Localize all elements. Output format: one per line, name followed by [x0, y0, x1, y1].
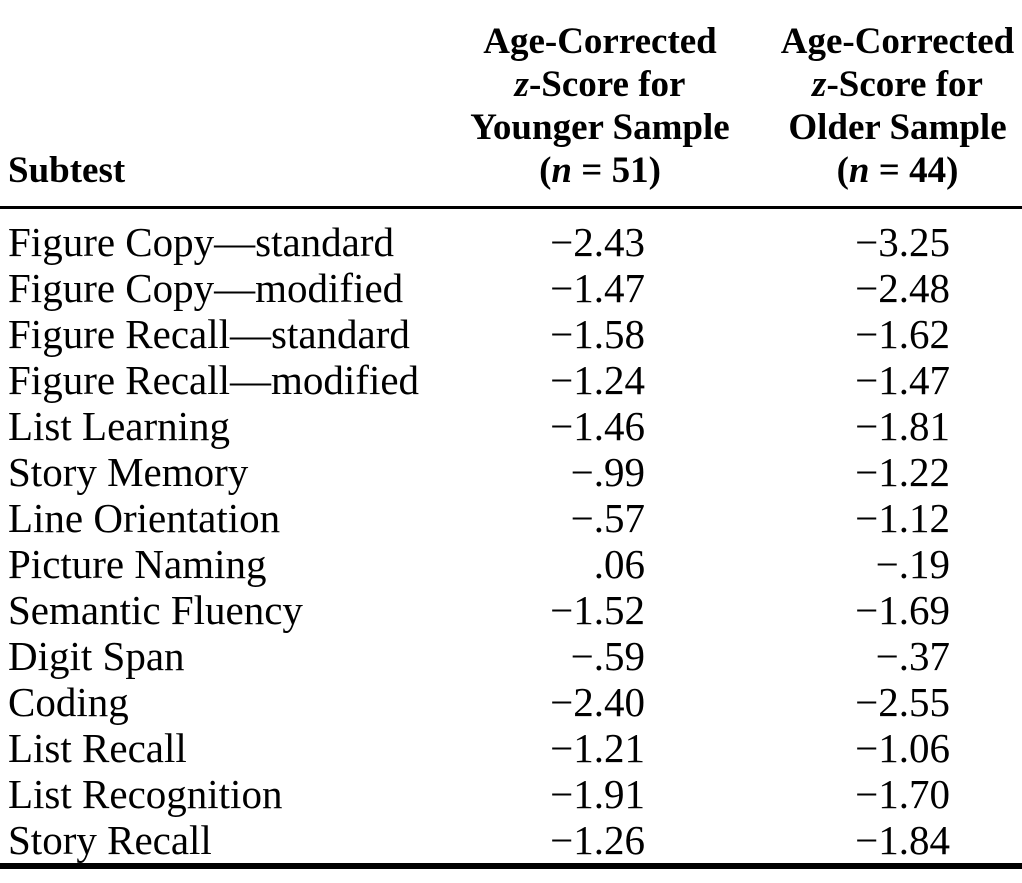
header-line: z-Score for — [455, 63, 745, 106]
header-text-segment: Older Sample — [788, 107, 1007, 148]
header-text-segment: Age-Corrected — [780, 21, 1015, 62]
subtest-cell: Story Recall — [8, 817, 212, 863]
younger-zscore-cell: −1.58 — [550, 311, 645, 357]
header-younger-sample: Age-Corrected z-Score for Younger Sample (n… — [455, 0, 745, 209]
younger-zscore-cell: −.57 — [570, 495, 645, 541]
header-italic-segment: z — [514, 64, 529, 105]
older-zscore-cell: −2.48 — [855, 265, 950, 311]
header-line: Age-Corrected — [455, 20, 745, 63]
subtest-cell: Story Memory — [8, 449, 249, 495]
header-italic-segment: n — [848, 150, 870, 191]
table-row: List Recognition −1.91 −1.70 — [0, 771, 1022, 817]
header-italic-segment: z — [812, 64, 827, 105]
subtest-cell: Digit Span — [8, 633, 185, 679]
header-line: z-Score for — [773, 63, 1022, 106]
header-row: Subtest Age-Corrected z-Score for Younger … — [0, 0, 1022, 209]
older-zscore-cell: −1.06 — [855, 725, 950, 771]
older-zscore-cell: −1.47 — [855, 357, 950, 403]
header-line: Older Sample — [773, 106, 1022, 149]
younger-zscore-cell: −1.52 — [550, 587, 645, 633]
table-row: List Learning −1.46 −1.81 — [0, 403, 1022, 449]
table-row: Line Orientation −.57 −1.12 — [0, 495, 1022, 541]
older-zscore-cell: −2.55 — [855, 679, 950, 725]
younger-zscore-cell: −1.91 — [550, 771, 645, 817]
header-text-segment: ( — [539, 150, 552, 191]
table-row: Digit Span −.59 −.37 — [0, 633, 1022, 679]
younger-zscore-cell: −.99 — [570, 449, 645, 495]
older-zscore-cell: −1.62 — [855, 311, 950, 357]
younger-zscore-cell: −1.46 — [550, 403, 645, 449]
subtest-cell: Line Orientation — [8, 495, 281, 541]
subtest-cell: Figure Recall—modified — [8, 357, 420, 403]
table-row: Picture Naming .06 −.19 — [0, 541, 1022, 587]
younger-zscore-cell: −2.43 — [550, 219, 645, 265]
header-text-segment: = 51) — [572, 150, 661, 191]
header-text-segment: Younger Sample — [470, 107, 730, 148]
header-italic-segment: n — [551, 150, 572, 191]
older-zscore-cell: −1.22 — [855, 449, 950, 495]
younger-zscore-cell: .06 — [593, 541, 645, 587]
subtest-cell: List Recognition — [8, 771, 283, 817]
table-row: Coding −2.40 −2.55 — [0, 679, 1022, 725]
header-older-sample: Age-Corrected z-Score for Older Sample (n =… — [745, 0, 1022, 209]
header-line: Age-Corrected — [773, 20, 1022, 63]
table-body: Figure Copy—standard −2.43 −3.25 Figure … — [0, 208, 1022, 867]
header-subtest: Subtest — [0, 0, 455, 209]
header-text-segment: = 44) — [869, 150, 959, 191]
subtest-cell: Figure Copy—standard — [8, 219, 395, 265]
header-subtest-label: Subtest — [8, 150, 126, 191]
younger-zscore-cell: −1.24 — [550, 357, 645, 403]
table-row: Story Recall −1.26 −1.84 — [0, 817, 1022, 866]
older-zscore-cell: −.37 — [875, 633, 950, 679]
subtest-cell: Figure Copy—modified — [8, 265, 404, 311]
header-line: (n = 51) — [455, 149, 745, 192]
older-zscore-cell: −1.12 — [855, 495, 950, 541]
table-row: Figure Copy—modified −1.47 −2.48 — [0, 265, 1022, 311]
header-text-segment: Age-Corrected — [483, 21, 717, 62]
older-zscore-cell: −1.81 — [855, 403, 950, 449]
younger-zscore-cell: −1.21 — [550, 725, 645, 771]
header-text-segment: -Score for — [528, 64, 686, 105]
younger-zscore-cell: −1.26 — [550, 817, 645, 863]
table-row: Figure Copy—standard −2.43 −3.25 — [0, 208, 1022, 266]
table-row: List Recall −1.21 −1.06 — [0, 725, 1022, 771]
table-row: Semantic Fluency −1.52 −1.69 — [0, 587, 1022, 633]
subtest-cell: Figure Recall—standard — [8, 311, 410, 357]
header-line: Younger Sample — [455, 106, 745, 149]
older-zscore-cell: −.19 — [875, 541, 950, 587]
younger-zscore-cell: −1.47 — [550, 265, 645, 311]
older-zscore-cell: −1.69 — [855, 587, 950, 633]
older-zscore-cell: −3.25 — [855, 219, 950, 265]
header-text-segment: ( — [836, 150, 849, 191]
table-header: Subtest Age-Corrected z-Score for Younger … — [0, 0, 1022, 209]
header-line: (n = 44) — [773, 149, 1022, 192]
table-row: Figure Recall—modified −1.24 −1.47 — [0, 357, 1022, 403]
younger-zscore-cell: −2.40 — [550, 679, 645, 725]
older-zscore-cell: −1.84 — [855, 817, 950, 863]
subtest-cell: Picture Naming — [8, 541, 267, 587]
table-row: Story Memory −.99 −1.22 — [0, 449, 1022, 495]
subtest-cell: List Recall — [8, 725, 187, 771]
subtest-cell: Coding — [8, 679, 129, 725]
header-text-segment: -Score for — [826, 64, 983, 105]
table-row: Figure Recall—standard −1.58 −1.62 — [0, 311, 1022, 357]
younger-zscore-cell: −.59 — [570, 633, 645, 679]
subtest-cell: List Learning — [8, 403, 231, 449]
older-zscore-cell: −1.70 — [855, 771, 950, 817]
subtest-cell: Semantic Fluency — [8, 587, 303, 633]
